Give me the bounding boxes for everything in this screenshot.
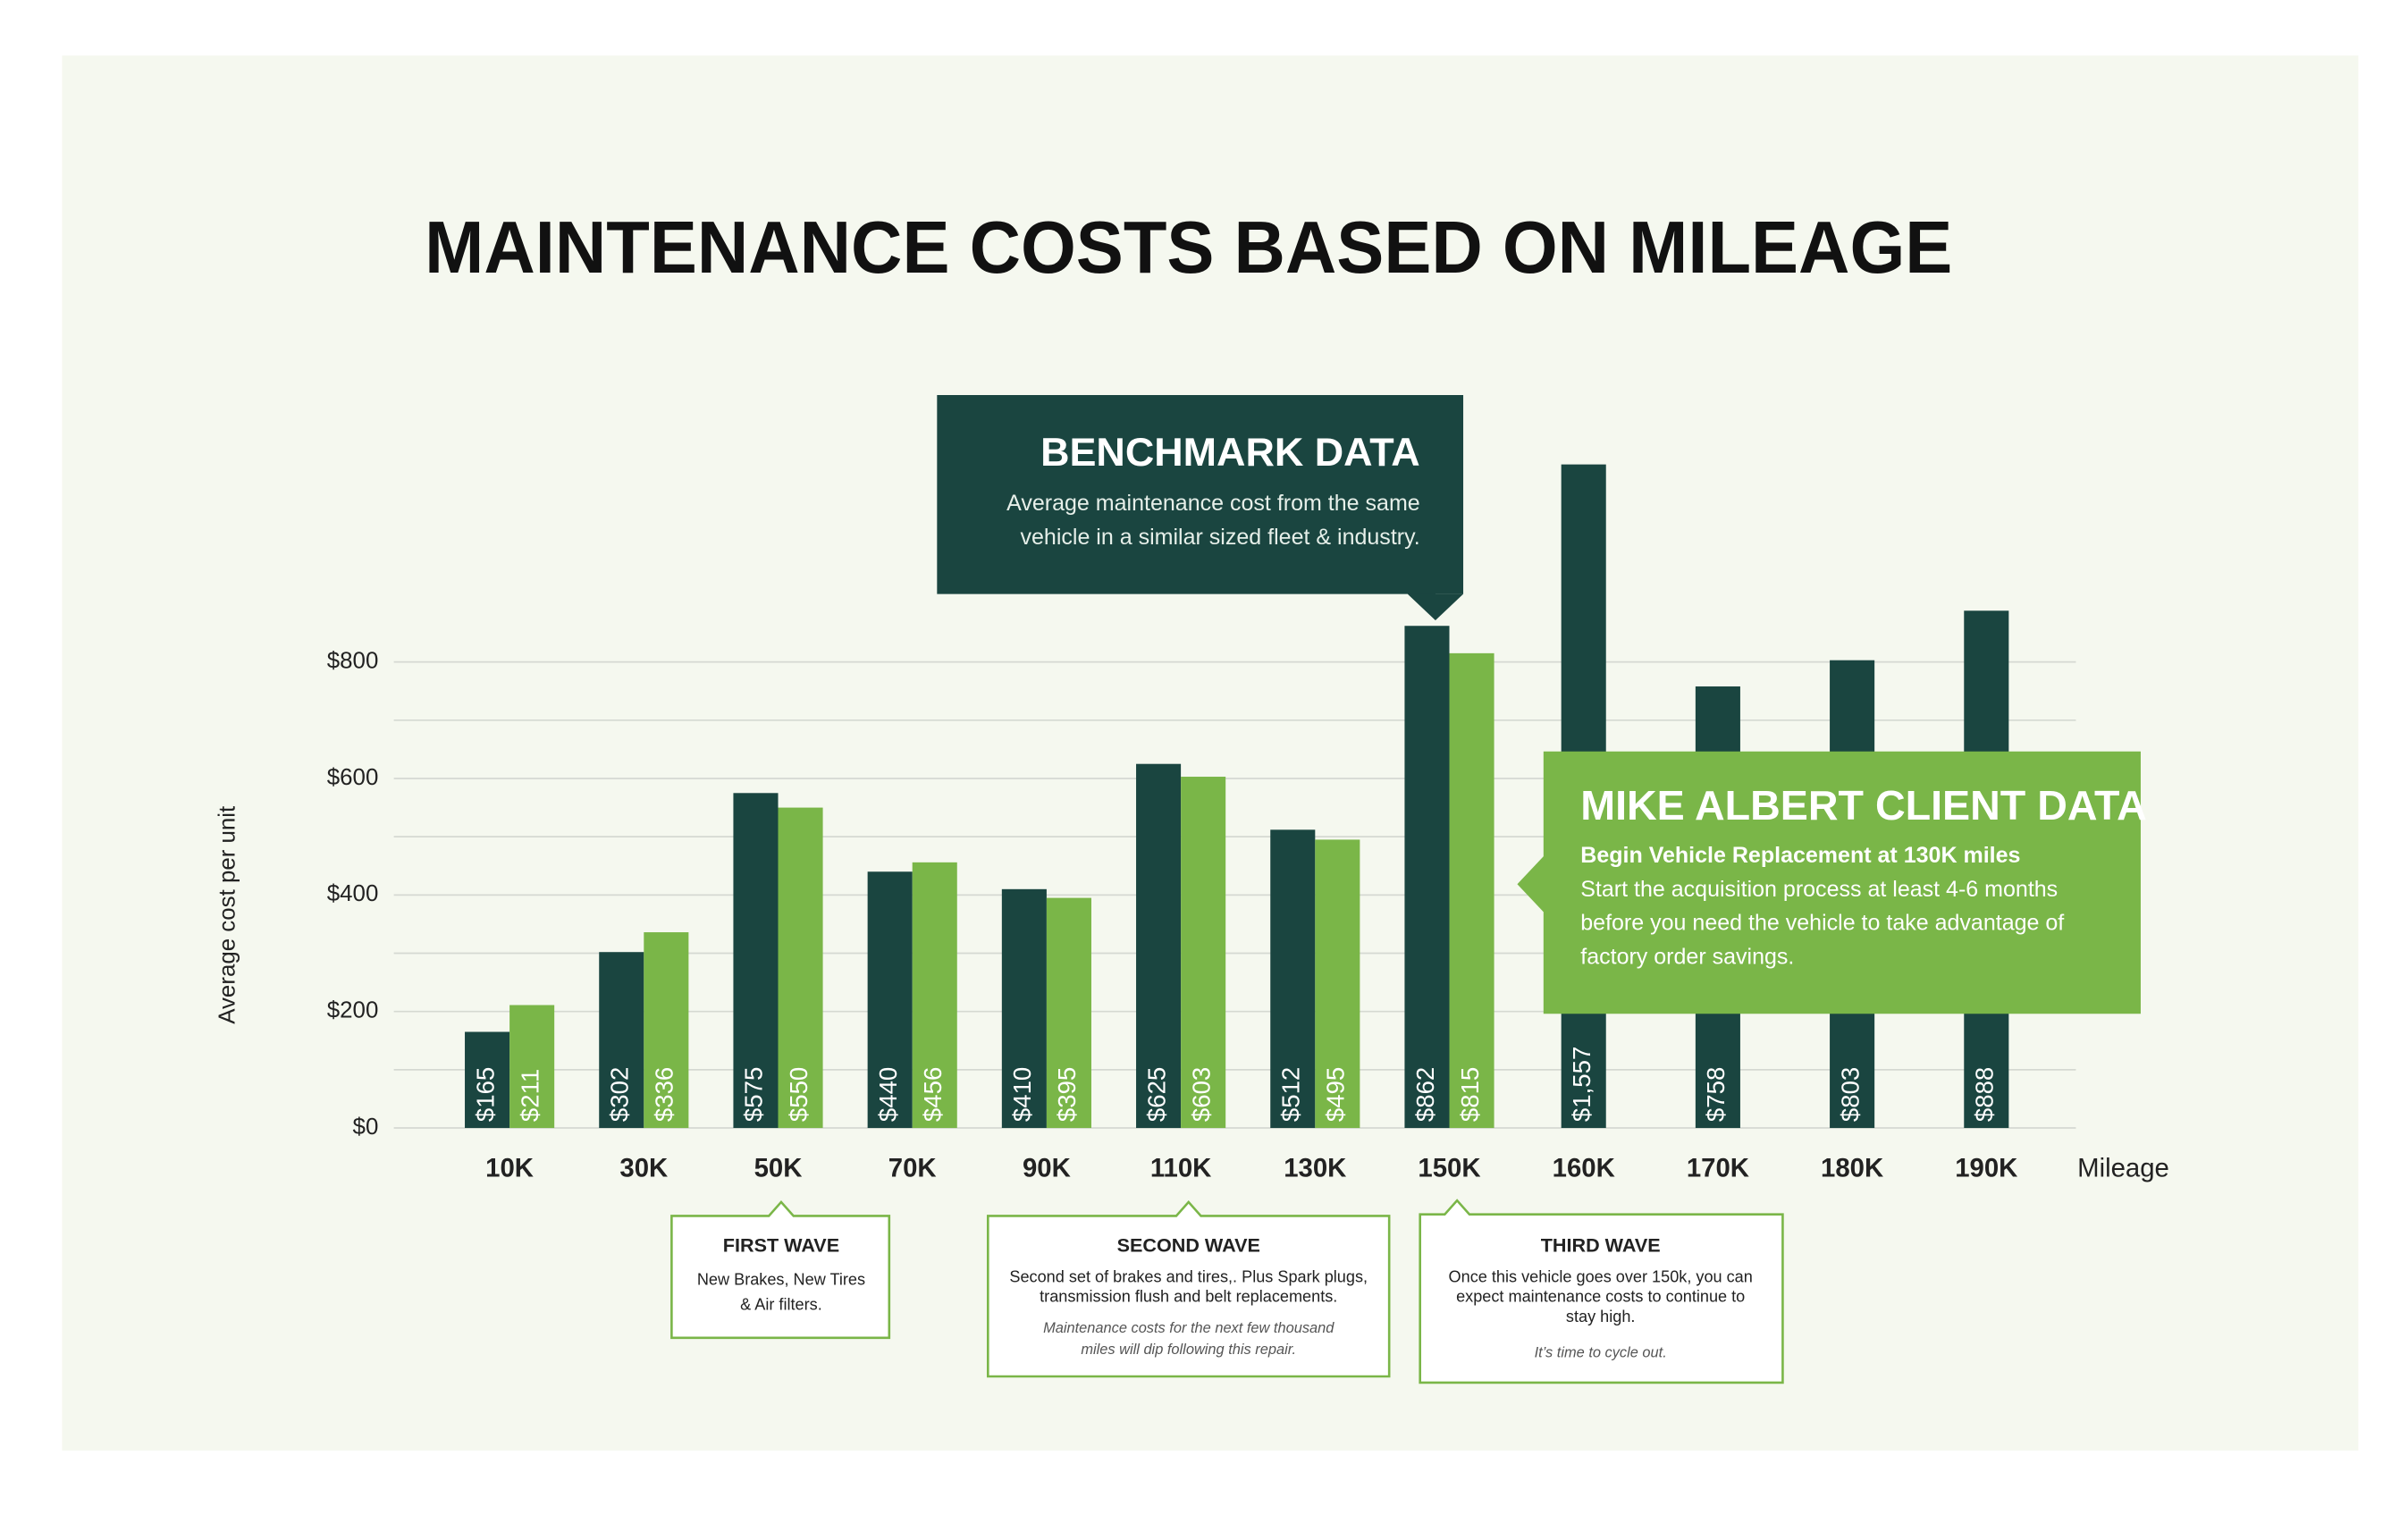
value-label: $625 bbox=[1142, 1067, 1170, 1122]
wave-text: stay high. bbox=[1566, 1308, 1636, 1325]
x-tick-label: 150K bbox=[1418, 1153, 1480, 1182]
x-tick-label: 170K bbox=[1687, 1153, 1749, 1182]
benchmark-callout bbox=[937, 394, 1464, 621]
wave-text: transmission flush and belt replacements… bbox=[1040, 1288, 1337, 1306]
chart-title: MAINTENANCE COSTS BASED ON MILEAGE bbox=[425, 206, 1952, 289]
y-axis-label: Average cost per unit bbox=[215, 806, 240, 1024]
bar bbox=[733, 793, 779, 1129]
x-tick-label: 110K bbox=[1150, 1153, 1212, 1182]
bar bbox=[465, 1031, 510, 1129]
y-tick-label: $800 bbox=[327, 648, 379, 673]
wave-title: FIRST WAVE bbox=[723, 1234, 839, 1257]
bar bbox=[1136, 763, 1182, 1129]
value-label: $888 bbox=[1971, 1067, 1999, 1122]
wave-box bbox=[987, 1199, 1391, 1378]
wave-text: Second set of brakes and tires,. Plus Sp… bbox=[1009, 1267, 1368, 1285]
wave-note: Maintenance costs for the next few thous… bbox=[1043, 1320, 1335, 1336]
callout-text: factory order savings. bbox=[1580, 945, 1794, 970]
value-label: $456 bbox=[919, 1067, 947, 1122]
bar bbox=[509, 1005, 555, 1129]
value-label: $862 bbox=[1411, 1067, 1439, 1122]
value-label: $302 bbox=[606, 1067, 634, 1122]
callout-text: before you need the vehicle to take adva… bbox=[1580, 911, 2064, 936]
bar bbox=[1046, 897, 1091, 1129]
value-label: $575 bbox=[740, 1067, 768, 1122]
bar bbox=[1001, 888, 1047, 1129]
y-tick-label: $0 bbox=[353, 1115, 379, 1140]
value-label: $603 bbox=[1187, 1067, 1215, 1122]
bar bbox=[1404, 626, 1450, 1129]
callout-text: Average maintenance cost from the same bbox=[1006, 491, 1420, 516]
value-label: $758 bbox=[1702, 1067, 1730, 1122]
bar bbox=[912, 862, 957, 1129]
x-tick-label: 180K bbox=[1821, 1153, 1883, 1182]
value-label: $410 bbox=[1008, 1067, 1036, 1122]
client-callout bbox=[1517, 751, 2141, 1014]
x-tick-label: 70K bbox=[888, 1153, 937, 1182]
value-label: $336 bbox=[651, 1067, 678, 1122]
callout-title: MIKE ALBERT CLIENT DATA bbox=[1580, 782, 2146, 829]
wave-text: expect maintenance costs to continue to bbox=[1456, 1288, 1745, 1306]
callout-pointer bbox=[1407, 593, 1464, 621]
callout-title: BENCHMARK DATA bbox=[1040, 429, 1420, 475]
bar bbox=[644, 932, 689, 1129]
bar bbox=[1270, 829, 1316, 1129]
value-label: $1,557 bbox=[1568, 1047, 1596, 1122]
y-tick-label: $400 bbox=[327, 881, 379, 906]
bars bbox=[465, 464, 2009, 1129]
x-tick-label: 10K bbox=[485, 1153, 534, 1182]
value-label: $495 bbox=[1322, 1067, 1350, 1122]
x-tick-label: 50K bbox=[754, 1153, 803, 1182]
bar bbox=[1181, 777, 1226, 1129]
wave-text: Once this vehicle goes over 150k, you ca… bbox=[1449, 1267, 1753, 1285]
wave-box bbox=[1419, 1199, 1784, 1384]
x-tick-label: 160K bbox=[1553, 1153, 1615, 1182]
bar bbox=[1449, 652, 1494, 1129]
wave-title: THIRD WAVE bbox=[1541, 1234, 1661, 1257]
x-tick-label: 190K bbox=[1955, 1153, 2017, 1182]
wave-note: miles will dip following this repair. bbox=[1081, 1342, 1296, 1358]
value-label: $803 bbox=[1836, 1067, 1864, 1122]
value-label: $512 bbox=[1277, 1067, 1305, 1122]
y-tick-label: $600 bbox=[327, 765, 379, 790]
bar bbox=[1315, 839, 1360, 1129]
y-tick-label: $200 bbox=[327, 998, 379, 1023]
wave-texts: FIRST WAVE New Brakes, New Tires & Air f… bbox=[697, 1234, 1753, 1361]
callout-text: vehicle in a similar sized fleet & indus… bbox=[1020, 525, 1419, 550]
value-label: $165 bbox=[471, 1067, 499, 1122]
bar bbox=[599, 952, 644, 1129]
value-label: $395 bbox=[1053, 1067, 1081, 1122]
callout-text: Start the acquisition process at least 4… bbox=[1580, 877, 2058, 902]
x-tick-label: 130K bbox=[1284, 1153, 1346, 1182]
x-tick-label: 90K bbox=[1023, 1153, 1071, 1182]
value-label: $550 bbox=[785, 1067, 812, 1122]
wave-boxes bbox=[670, 1199, 1784, 1384]
wave-text: & Air filters. bbox=[740, 1295, 822, 1313]
wave-title: SECOND WAVE bbox=[1117, 1234, 1260, 1257]
wave-note: It’s time to cycle out. bbox=[1535, 1344, 1667, 1360]
value-label: $211 bbox=[516, 1069, 543, 1122]
callout-subtitle: Begin Vehicle Replacement at 130K miles bbox=[1580, 843, 2020, 868]
bar bbox=[867, 871, 913, 1129]
value-label: $440 bbox=[874, 1067, 902, 1122]
value-label: $815 bbox=[1456, 1067, 1484, 1122]
wave-box bbox=[670, 1199, 891, 1340]
wave-text: New Brakes, New Tires bbox=[697, 1271, 865, 1289]
bar bbox=[778, 807, 823, 1129]
x-tick-label: 30K bbox=[619, 1153, 668, 1182]
x-axis-label: Mileage bbox=[2077, 1153, 2169, 1182]
